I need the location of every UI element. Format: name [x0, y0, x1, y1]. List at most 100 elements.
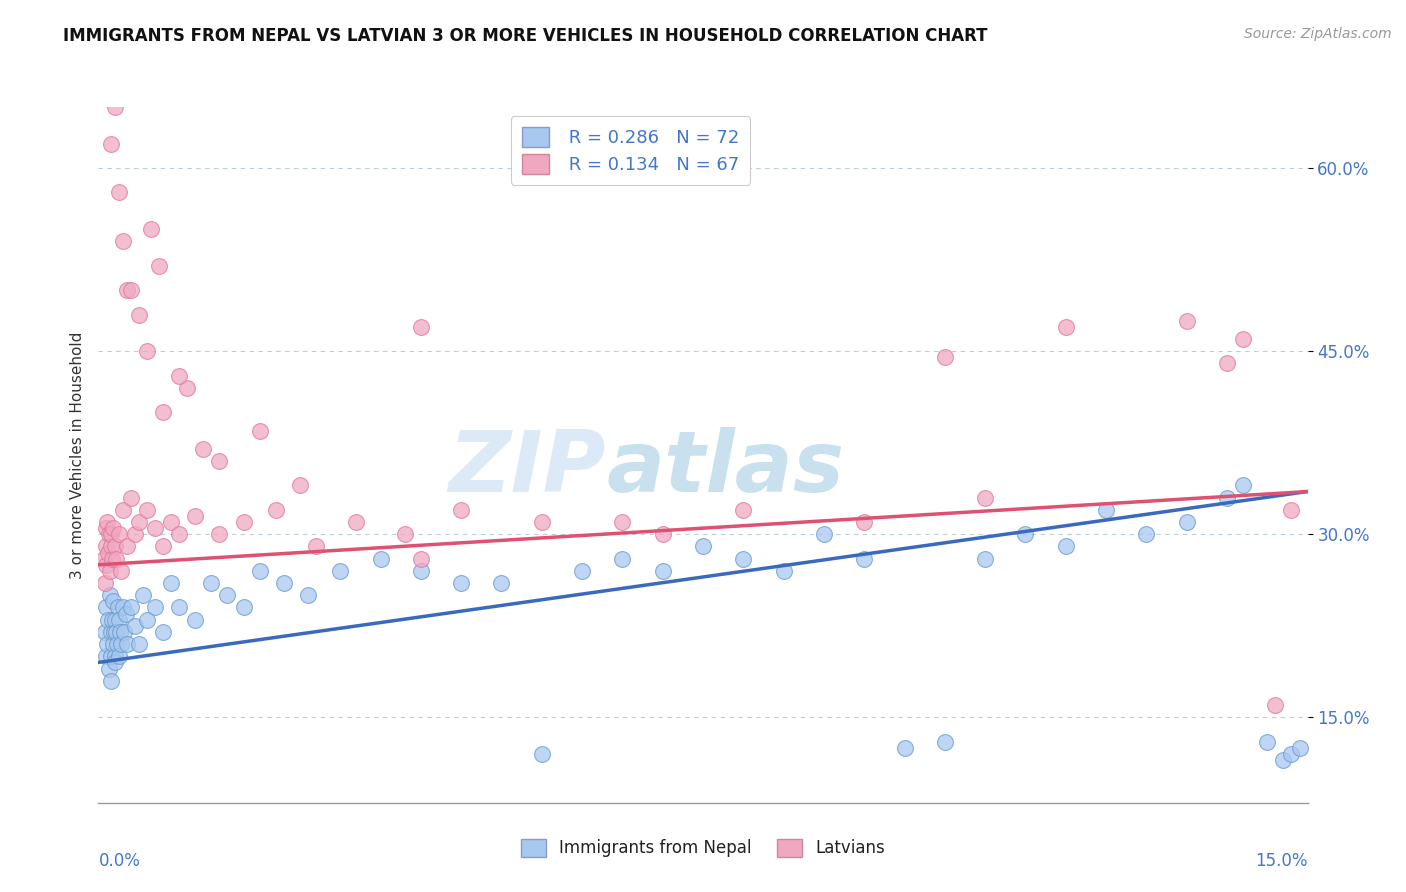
- Point: [143, 521, 166, 535]
- Point: [1281, 747, 1303, 761]
- Point: [1135, 527, 1157, 541]
- Point: [103, 624, 125, 639]
- Point: [97, 613, 120, 627]
- Point: [101, 613, 124, 627]
- Point: [98, 588, 121, 602]
- Point: [100, 673, 122, 688]
- Point: [853, 551, 876, 566]
- Point: [264, 503, 287, 517]
- Point: [94, 624, 117, 639]
- Point: [853, 515, 876, 529]
- Point: [100, 136, 122, 151]
- Point: [115, 283, 138, 297]
- Point: [100, 649, 122, 664]
- Point: [111, 600, 134, 615]
- Point: [111, 503, 134, 517]
- Point: [733, 503, 755, 517]
- Point: [1095, 503, 1118, 517]
- Point: [108, 613, 131, 627]
- Point: [305, 540, 328, 554]
- Point: [94, 576, 117, 591]
- Point: [813, 527, 835, 541]
- Point: [160, 515, 183, 529]
- Point: [105, 624, 128, 639]
- Point: [651, 564, 673, 578]
- Point: [208, 454, 231, 468]
- Point: [1054, 319, 1077, 334]
- Point: [176, 381, 198, 395]
- Point: [232, 515, 254, 529]
- Point: [105, 551, 128, 566]
- Point: [114, 607, 136, 621]
- Point: [167, 527, 190, 541]
- Point: [93, 551, 115, 566]
- Point: [530, 747, 553, 761]
- Point: [530, 515, 553, 529]
- Point: [101, 551, 124, 566]
- Point: [1054, 540, 1077, 554]
- Point: [1175, 515, 1198, 529]
- Point: [107, 186, 129, 200]
- Point: [167, 600, 190, 615]
- Point: [288, 478, 311, 492]
- Point: [152, 624, 174, 639]
- Point: [297, 588, 319, 602]
- Text: Source: ZipAtlas.com: Source: ZipAtlas.com: [1244, 27, 1392, 41]
- Point: [1175, 313, 1198, 327]
- Point: [160, 576, 183, 591]
- Point: [103, 540, 125, 554]
- Point: [107, 600, 129, 615]
- Point: [974, 491, 997, 505]
- Point: [97, 545, 120, 559]
- Point: [232, 600, 254, 615]
- Point: [103, 613, 125, 627]
- Point: [1264, 698, 1286, 713]
- Point: [120, 600, 142, 615]
- Point: [94, 521, 117, 535]
- Text: 0.0%: 0.0%: [98, 852, 141, 870]
- Text: ZIP: ZIP: [449, 427, 606, 510]
- Point: [97, 661, 120, 675]
- Point: [1232, 332, 1254, 346]
- Point: [104, 656, 127, 670]
- Point: [1281, 503, 1303, 517]
- Point: [112, 624, 135, 639]
- Point: [148, 259, 170, 273]
- Y-axis label: 3 or more Vehicles in Household: 3 or more Vehicles in Household: [69, 331, 84, 579]
- Point: [1256, 735, 1278, 749]
- Point: [115, 540, 138, 554]
- Point: [152, 540, 174, 554]
- Point: [193, 442, 215, 456]
- Point: [101, 637, 124, 651]
- Point: [96, 637, 118, 651]
- Point: [124, 527, 146, 541]
- Point: [96, 558, 118, 572]
- Point: [733, 551, 755, 566]
- Point: [329, 564, 352, 578]
- Point: [101, 594, 124, 608]
- Point: [128, 515, 150, 529]
- Point: [143, 600, 166, 615]
- Point: [491, 576, 513, 591]
- Point: [200, 576, 222, 591]
- Point: [409, 564, 432, 578]
- Point: [651, 527, 673, 541]
- Point: [100, 624, 122, 639]
- Point: [394, 527, 416, 541]
- Point: [96, 600, 118, 615]
- Point: [370, 551, 392, 566]
- Point: [135, 344, 157, 359]
- Point: [107, 527, 129, 541]
- Point: [450, 576, 472, 591]
- Point: [135, 503, 157, 517]
- Point: [184, 508, 207, 523]
- Point: [571, 564, 593, 578]
- Point: [103, 100, 125, 114]
- Point: [97, 527, 120, 541]
- Point: [208, 527, 231, 541]
- Point: [135, 613, 157, 627]
- Point: [1216, 491, 1239, 505]
- Point: [111, 235, 134, 249]
- Point: [217, 588, 239, 602]
- Point: [974, 551, 997, 566]
